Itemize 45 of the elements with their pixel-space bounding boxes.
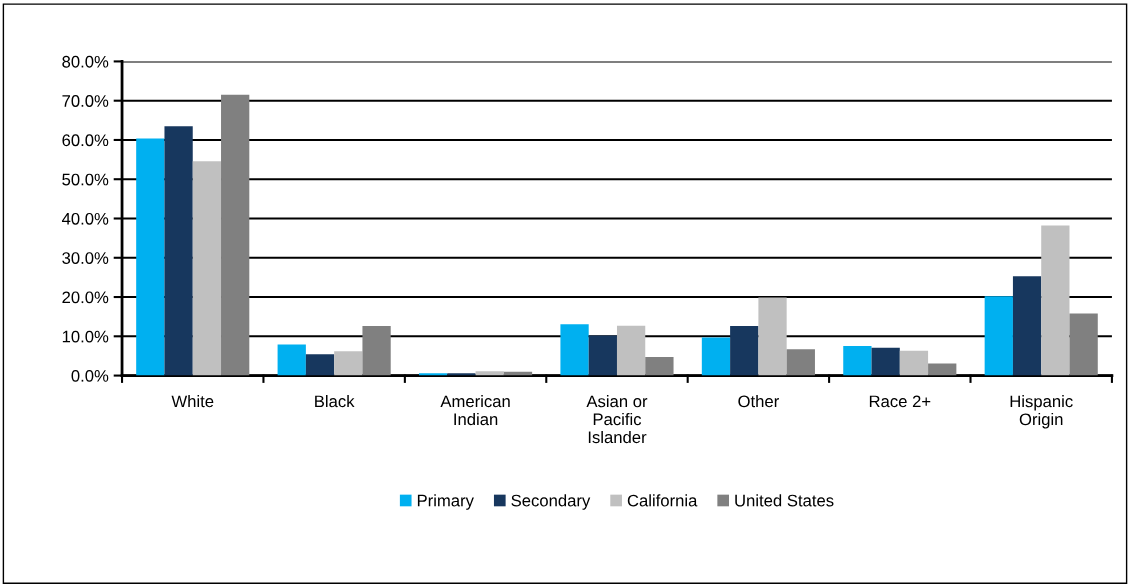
bar — [221, 94, 250, 376]
x-tick-label: White — [171, 395, 214, 408]
legend-label: Secondary — [511, 494, 591, 510]
bar — [1012, 276, 1042, 376]
y-tick-label: 50.0% — [62, 173, 109, 186]
bar — [136, 138, 165, 376]
legend-label: Primary — [417, 494, 474, 510]
legend-label: United States — [735, 494, 834, 507]
y-tick-label: 70.0% — [62, 95, 109, 107]
bar — [362, 326, 391, 376]
y-tick-label: 80.0% — [62, 55, 109, 68]
bar — [701, 337, 731, 376]
y-tick-label: 40.0% — [61, 212, 109, 225]
bar — [1069, 313, 1098, 376]
bar — [192, 161, 222, 376]
x-tick-label: Black — [315, 395, 355, 408]
legend-label: California — [627, 494, 698, 507]
bar — [928, 363, 957, 376]
x-tick-label: Asian or Pacific Islander — [586, 395, 648, 444]
bar — [786, 349, 815, 376]
bar — [588, 335, 617, 376]
y-tick-label: 0.0% — [71, 369, 109, 382]
bar — [1041, 225, 1070, 376]
x-tick-label: Hispanic Origin — [1010, 395, 1073, 429]
bar — [645, 357, 674, 376]
bar — [616, 325, 646, 376]
bar — [305, 354, 335, 376]
bar — [560, 324, 589, 376]
x-tick-label: Race 2+ — [869, 395, 931, 408]
bar — [730, 326, 759, 376]
y-tick-label: 10.0% — [62, 330, 109, 343]
bar — [899, 350, 929, 376]
bar — [984, 296, 1013, 376]
bar — [758, 297, 787, 376]
y-tick-label: 60.0% — [62, 134, 109, 147]
bar — [164, 126, 193, 376]
x-tick-label: Other — [738, 395, 779, 408]
x-tick-label: American Indian — [440, 395, 510, 426]
bar — [277, 344, 306, 376]
bar — [475, 371, 504, 376]
y-tick-label: 20.0% — [62, 291, 109, 304]
y-tick-label: 30.0% — [62, 252, 109, 264]
bar — [843, 346, 872, 376]
bar — [871, 347, 900, 376]
bar — [334, 351, 363, 376]
